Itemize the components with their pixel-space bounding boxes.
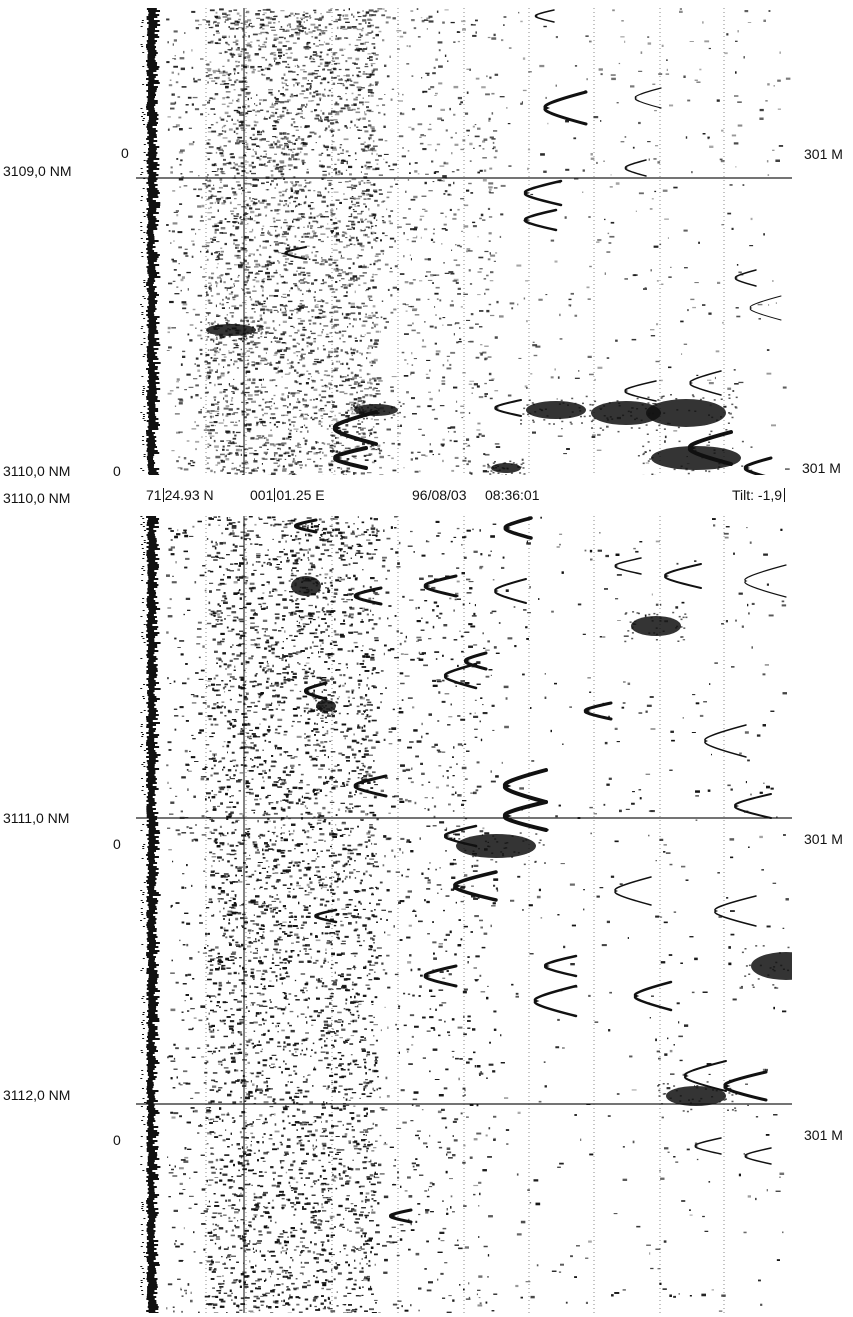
date-readout: 96/08/03	[412, 487, 467, 503]
longitude-degrees: 001	[250, 487, 274, 503]
range-label-bottom-2: 301 M	[804, 1127, 843, 1143]
latitude-degrees: 71	[146, 487, 162, 503]
zero-label-top-1: 0	[121, 145, 129, 161]
echogram-panel-top	[136, 8, 792, 475]
tilt-readout: Tilt: -1,9	[732, 487, 786, 503]
distance-label-3109: 3109,0 NM	[3, 163, 72, 179]
echogram-panel-bottom	[136, 516, 792, 1313]
surface-band	[140, 8, 161, 475]
range-label-top-2: 301 M	[802, 460, 841, 476]
range-label-bottom-1: 301 M	[804, 831, 843, 847]
tilt-value: Tilt: -1,9	[732, 487, 783, 503]
latitude-readout: 71 24.93 N	[146, 487, 214, 503]
distance-label-3110-top: 3110,0 NM	[3, 463, 71, 479]
echogram-image-bottom	[136, 516, 792, 1313]
longitude-readout: 001 01.25 E	[250, 487, 325, 503]
time-readout: 08:36:01	[485, 487, 540, 503]
zero-label-bottom-1: 0	[113, 836, 121, 852]
range-label-top-1: 301 M	[804, 146, 843, 162]
echogram-image-top	[136, 8, 792, 475]
zero-label-bottom-2: 0	[113, 1132, 121, 1148]
fish-school-blobs	[288, 572, 792, 1113]
surface-band	[140, 516, 161, 1313]
latitude-minutes: 24.93 N	[164, 487, 214, 503]
backscatter-noise	[166, 516, 789, 1313]
zero-label-top-2: 0	[113, 463, 121, 479]
distance-label-3112: 3112,0 NM	[3, 1087, 71, 1103]
distance-label-3111: 3111,0 NM	[3, 810, 70, 826]
fish-echo-arcs	[293, 516, 787, 1224]
longitude-minutes: 01.25 E	[276, 487, 325, 503]
distance-label-3110-bottom: 3110,0 NM	[3, 490, 71, 506]
fish-school-blobs	[200, 321, 753, 475]
